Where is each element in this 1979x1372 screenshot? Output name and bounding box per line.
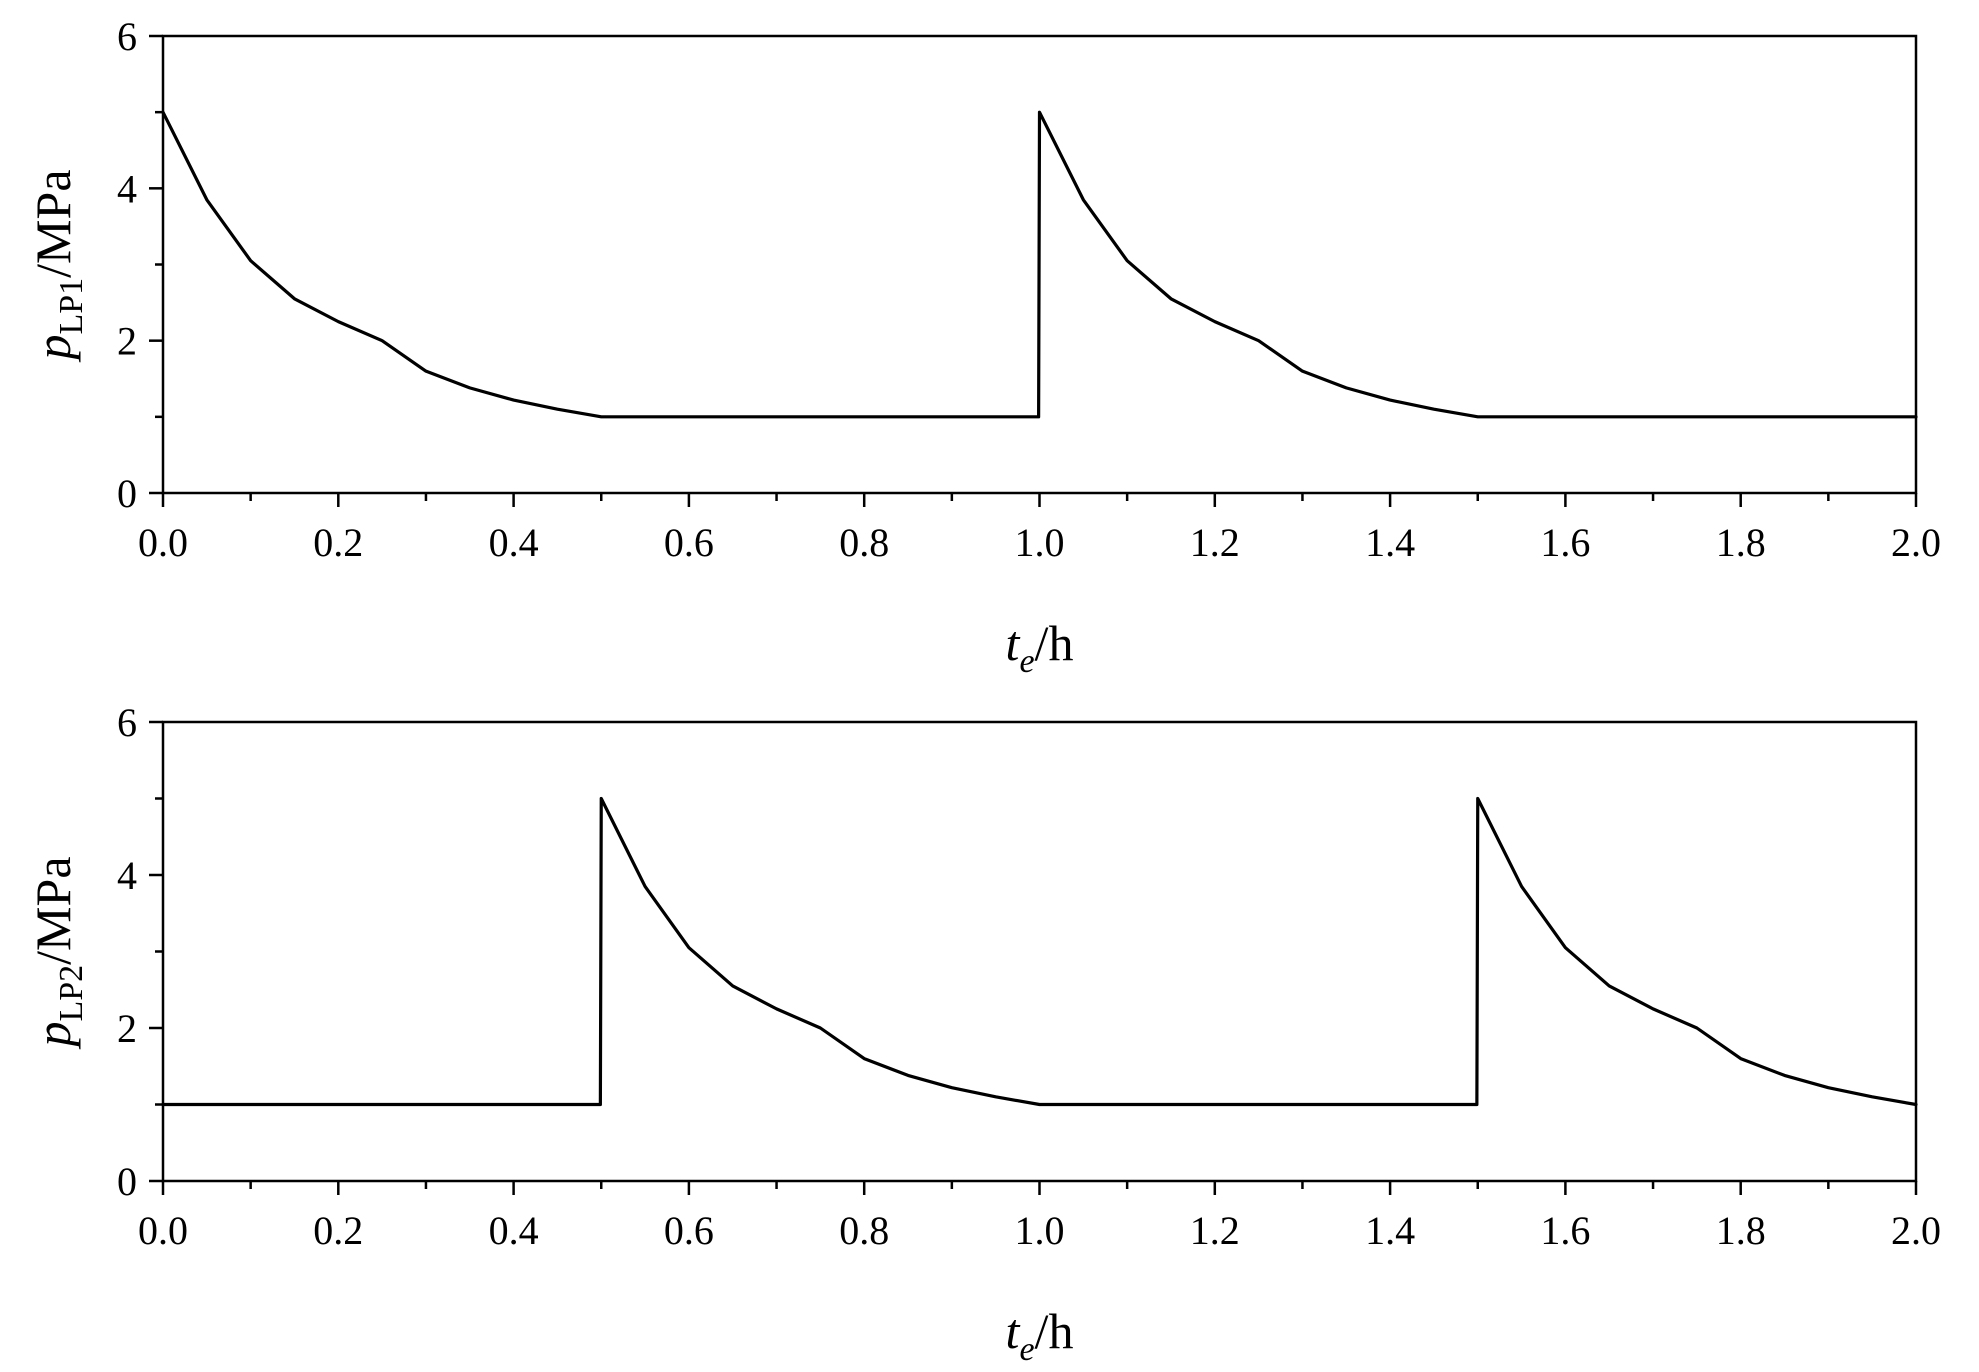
x-tick-label: 0.8 bbox=[839, 1208, 889, 1253]
x-tick-label: 0.6 bbox=[664, 520, 714, 565]
x-tick-label: 0.0 bbox=[138, 1208, 188, 1253]
series-line-1 bbox=[161, 110, 1918, 419]
y-tick-label: 0 bbox=[117, 1159, 137, 1204]
x-axis-label: te/h bbox=[1006, 1303, 1074, 1368]
x-tick-label: 1.0 bbox=[1015, 520, 1065, 565]
x-tick-label: 1.4 bbox=[1365, 1208, 1415, 1253]
y-tick-label: 4 bbox=[117, 166, 137, 211]
x-axis-label: te/h bbox=[1006, 615, 1074, 680]
x-tick-label: 1.8 bbox=[1716, 1208, 1766, 1253]
plot-frame bbox=[161, 720, 1918, 1183]
x-tick-label: 2.0 bbox=[1891, 1208, 1941, 1253]
x-tick-label: 1.2 bbox=[1190, 520, 1240, 565]
x-tick-label: 1.0 bbox=[1015, 1208, 1065, 1253]
chart-panel-2: 0.0 0.2 0.4 0.6 0.8 1.0 1.2 1.4 1.6 1.8 2.0 0 2 4 6 te/… bbox=[25, 700, 1941, 1368]
x-tick-label: 0.4 bbox=[489, 520, 539, 565]
x-tick-label: 0.6 bbox=[664, 1208, 714, 1253]
y-tick-label: 6 bbox=[117, 14, 137, 59]
x-tick-label: 0.8 bbox=[839, 520, 889, 565]
x-tick-label: 0.2 bbox=[313, 520, 363, 565]
x-tick-label: 1.4 bbox=[1365, 520, 1415, 565]
y-tick-label: 4 bbox=[117, 853, 137, 898]
x-tick-label: 1.6 bbox=[1540, 1208, 1590, 1253]
x-tick-label: 1.8 bbox=[1716, 520, 1766, 565]
x-tick-label: 0.0 bbox=[138, 520, 188, 565]
y-axis-label: pLP2/MPa bbox=[25, 856, 90, 1049]
y-tick-label: 2 bbox=[117, 1006, 137, 1051]
y-tick-label: 2 bbox=[117, 319, 137, 364]
y-axis-label: pLP1/MPa bbox=[25, 169, 90, 362]
series-line-1 bbox=[161, 796, 1918, 1107]
chart-panel-1: 0.0 0.2 0.4 0.6 0.8 1.0 1.2 1.4 1.6 1.8 2.0 0 2 4 6 te/… bbox=[25, 14, 1941, 680]
x-tick-label: 2.0 bbox=[1891, 520, 1941, 565]
y-tick-label: 6 bbox=[117, 700, 137, 745]
y-tick-label: 0 bbox=[117, 471, 137, 516]
x-tick-label: 0.2 bbox=[313, 1208, 363, 1253]
x-tick-label: 0.4 bbox=[489, 1208, 539, 1253]
x-tick-label: 1.2 bbox=[1190, 1208, 1240, 1253]
x-tick-label: 1.6 bbox=[1540, 520, 1590, 565]
